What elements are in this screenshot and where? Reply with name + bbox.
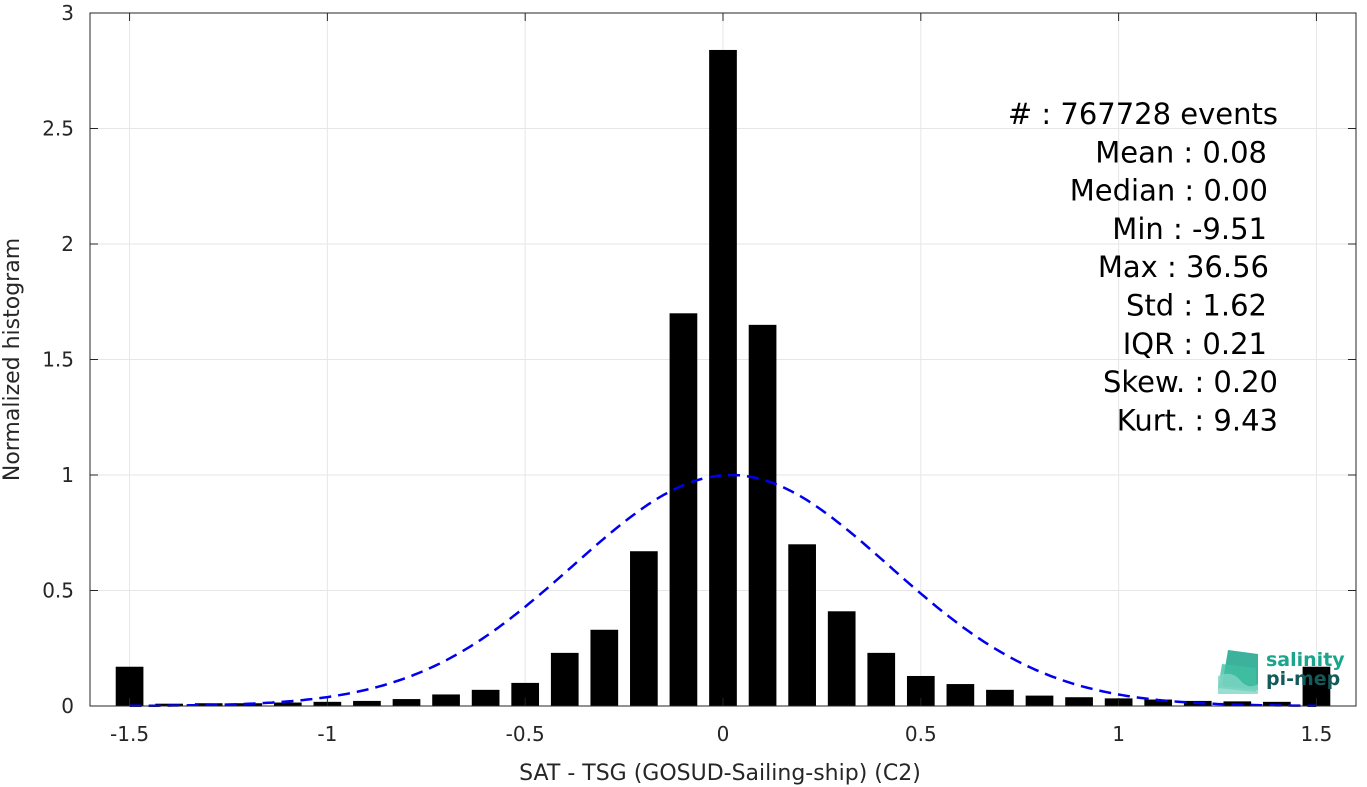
histogram-bar bbox=[392, 699, 421, 706]
statistics-box: # : 767728 events Mean : 0.08 Median : 0.0… bbox=[1008, 97, 1278, 437]
histogram-bar bbox=[432, 694, 460, 706]
histogram-bar bbox=[1144, 699, 1173, 706]
x-tick-label: -0.5 bbox=[506, 722, 545, 746]
salinity-pi-mep-logo: salinity pi-mep bbox=[1218, 649, 1345, 694]
y-tick-label: 2 bbox=[61, 232, 74, 256]
stat-line: Mean : 0.08 bbox=[1095, 135, 1267, 169]
y-tick-label: 0.5 bbox=[42, 579, 74, 603]
histogram-bar bbox=[471, 689, 500, 706]
histogram-bar bbox=[986, 689, 1014, 706]
y-tick-label: 0 bbox=[61, 694, 74, 718]
x-axis-label: SAT - TSG (GOSUD-Sailing-ship) (C2) bbox=[519, 761, 921, 786]
x-tick-label: -1.5 bbox=[110, 722, 149, 746]
x-tick-label: 1.5 bbox=[1301, 722, 1333, 746]
histogram-bar bbox=[748, 324, 777, 706]
x-tick-label: 0.5 bbox=[905, 722, 937, 746]
histogram-bar bbox=[867, 652, 896, 706]
stat-line: IQR : 0.21 bbox=[1123, 327, 1267, 361]
x-tick-label: -1 bbox=[317, 722, 337, 746]
y-tick-label: 1.5 bbox=[42, 348, 74, 372]
stat-line: Std : 1.62 bbox=[1126, 289, 1267, 323]
y-tick-label: 1 bbox=[61, 463, 74, 487]
y-tick-label: 2.5 bbox=[42, 117, 74, 141]
logo-text-salinity: salinity bbox=[1266, 649, 1345, 671]
stat-line: Max : 36.56 bbox=[1098, 250, 1269, 284]
stat-line: Min : -9.51 bbox=[1112, 212, 1267, 246]
x-tick-label: 1 bbox=[1112, 722, 1125, 746]
gaussian-fit-curve bbox=[129, 473, 1317, 708]
histogram-bar bbox=[1065, 697, 1093, 706]
logo-wave-icon bbox=[1218, 650, 1258, 694]
histogram-bar bbox=[946, 684, 975, 706]
histogram-bar bbox=[550, 652, 579, 706]
histogram-bar bbox=[353, 700, 381, 706]
histogram-bar bbox=[1025, 695, 1054, 706]
logo-text-pi-mep: pi-mep bbox=[1266, 668, 1340, 690]
histogram-bar bbox=[669, 313, 698, 706]
stat-line: Skew. : 0.20 bbox=[1103, 365, 1278, 399]
histogram-bar bbox=[709, 49, 737, 706]
histogram-bars bbox=[115, 49, 1331, 706]
histogram-bar bbox=[827, 611, 856, 706]
histogram-bar bbox=[788, 544, 816, 706]
histogram-bar bbox=[630, 551, 658, 706]
stat-line: Kurt. : 9.43 bbox=[1117, 403, 1278, 437]
x-axis-ticks: -1.5 -1 -0.5 0 0.5 1 1.5 bbox=[110, 13, 1332, 746]
histogram-bar bbox=[590, 629, 619, 706]
y-axis-label: Normalized histogram bbox=[0, 238, 25, 481]
histogram-bar bbox=[511, 682, 540, 706]
histogram-bar bbox=[273, 702, 302, 706]
histogram-bar bbox=[1263, 701, 1291, 706]
x-tick-label: 0 bbox=[717, 722, 730, 746]
y-axis-ticks: 0 0.5 1 1.5 2 2.5 3 bbox=[42, 1, 1356, 718]
stat-line: # : 767728 events bbox=[1008, 97, 1278, 131]
stat-line: Median : 0.00 bbox=[1070, 174, 1268, 208]
y-tick-label: 3 bbox=[61, 1, 74, 25]
